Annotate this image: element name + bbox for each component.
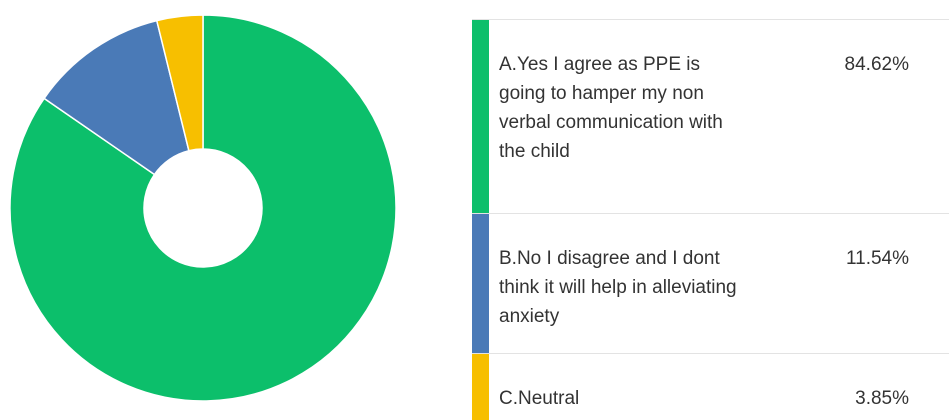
- legend-item-a: A.Yes I agree as PPE is going to hamper …: [472, 20, 949, 214]
- slice-a: [9, 14, 397, 402]
- legend-item-b: B.No I disagree and I dont think it will…: [472, 214, 949, 354]
- donut-chart: [9, 14, 397, 402]
- legend-label-b: B.No I disagree and I dont think it will…: [499, 248, 737, 327]
- legend-label-c: C.Neutral: [499, 388, 580, 409]
- legend-value-c: 3.85%: [855, 388, 909, 409]
- legend-swatch-c: [472, 354, 489, 420]
- slice-c: [155, 14, 204, 152]
- legend-label-a: A.Yes I agree as PPE is going to hamper …: [499, 54, 723, 162]
- legend-swatch-a: [472, 20, 489, 213]
- legend-value-b: 11.54%: [845, 248, 909, 269]
- legend-swatch-b: [472, 214, 489, 353]
- slice-b: [43, 19, 190, 176]
- legend-item-c: C.Neutral 3.85%: [472, 354, 949, 420]
- donut-slices: [9, 14, 397, 402]
- legend-value-a: 84.62%: [844, 54, 909, 75]
- chart-legend: A.Yes I agree as PPE is going to hamper …: [472, 19, 949, 420]
